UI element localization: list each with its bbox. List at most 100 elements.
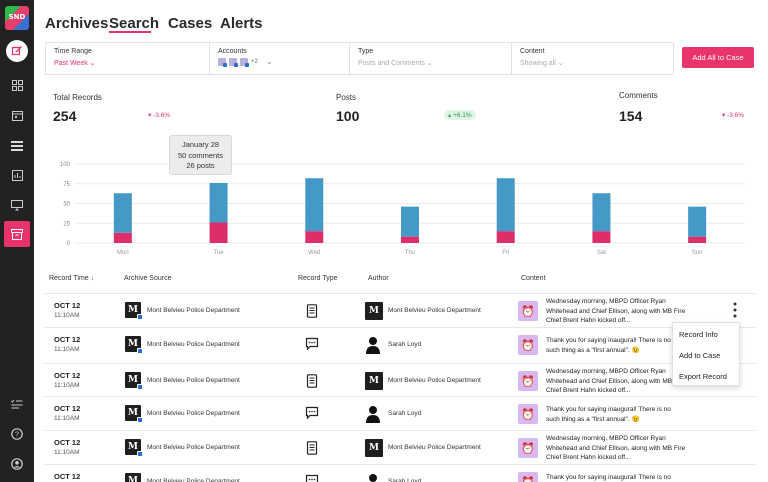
sidebar-item-tasks[interactable]	[0, 392, 34, 416]
content-thumbnail: ⏰	[518, 335, 538, 355]
tab-alerts[interactable]: Alerts	[220, 15, 263, 32]
calendar-icon	[11, 110, 23, 121]
stat-comments-change-text: -3.6%	[727, 112, 745, 119]
header-record-time[interactable]: Record Time ↓	[49, 275, 94, 282]
content-thumbnail: ⏰	[518, 301, 538, 321]
sidebar-item-monitor[interactable]	[0, 193, 34, 217]
record-time: 11:10AM	[54, 346, 80, 353]
archive-source-name: Mont Belvieu Police Department	[147, 307, 240, 314]
sidebar-item-dashboard[interactable]	[0, 73, 34, 97]
more-options-icon[interactable]	[730, 301, 740, 319]
record-date: OCT 12	[54, 301, 81, 310]
content-value: Showing all ⌄	[520, 59, 564, 67]
facebook-badge-icon	[137, 314, 143, 320]
record-date: OCT 12	[54, 472, 81, 481]
x-tick-label: Mon	[117, 250, 129, 256]
chart-bar[interactable]	[592, 231, 611, 243]
facebook-badge-icon	[137, 384, 143, 390]
type-label: Type	[358, 48, 374, 55]
author-name: Sarah Loyd	[388, 478, 422, 482]
content-filter[interactable]: Content Showing all ⌄	[512, 43, 673, 74]
y-tick-label: 0	[67, 241, 71, 247]
content-preview: Wednesday morning, MBPD Officer Ryan Whi…	[546, 368, 686, 394]
facebook-badge-icon	[223, 63, 227, 67]
time-range-label: Time Range	[54, 48, 92, 55]
chart-bar[interactable]	[209, 222, 228, 243]
chart-bar[interactable]	[113, 193, 132, 233]
sidebar-item-analytics[interactable]	[0, 163, 34, 187]
content-preview: Thank you for saying inaugural! There is…	[546, 337, 671, 354]
chart-bar[interactable]	[305, 178, 324, 232]
stat-posts-value: 100	[336, 108, 360, 124]
sidebar-item-help[interactable]: ?	[0, 422, 34, 446]
tab-archives[interactable]: Archives	[45, 15, 109, 32]
add-all-to-case-button[interactable]: Add All to Case	[682, 47, 754, 68]
chart-bar[interactable]	[592, 193, 611, 232]
header-content: Content	[521, 275, 546, 282]
person-avatar-icon	[366, 337, 380, 354]
x-tick-label: Sat	[597, 250, 606, 256]
comment-bubble-icon	[305, 337, 319, 351]
compose-button[interactable]	[6, 40, 28, 62]
help-icon: ?	[11, 428, 23, 440]
menu-item-export-record[interactable]: Export Record	[679, 372, 727, 381]
chart-bar[interactable]	[209, 182, 228, 223]
facebook-badge-icon	[245, 63, 249, 67]
content-thumbnail: ⏰	[518, 404, 538, 424]
app-logo[interactable]: SND	[5, 6, 29, 30]
chart-bar[interactable]	[401, 236, 419, 243]
source-logo-icon: M	[125, 302, 143, 320]
chart-bar[interactable]	[496, 231, 515, 243]
logo-text: SND	[8, 13, 26, 21]
chart-bar[interactable]	[496, 178, 515, 232]
sidebar: SND ?	[0, 0, 34, 482]
tab-cases[interactable]: Cases	[168, 15, 213, 32]
stat-comments-value: 154	[619, 108, 643, 124]
y-tick-label: 75	[63, 182, 70, 188]
account-avatar	[240, 58, 249, 67]
alarm-clock-icon: ⏰	[521, 408, 535, 421]
sidebar-item-archive[interactable]	[4, 221, 30, 247]
sidebar-item-list[interactable]	[0, 133, 34, 157]
source-logo-icon: M	[125, 372, 143, 390]
chart-bar[interactable]	[688, 206, 707, 237]
facebook-badge-icon	[137, 451, 143, 457]
tab-search[interactable]: Search	[109, 15, 160, 32]
author-org-logo-icon: M	[365, 372, 383, 390]
archive-source-name: Mont Belvieu Police Department	[147, 444, 240, 451]
stat-posts-change-text: +6.1%	[453, 112, 472, 119]
chart-tooltip: January 28 50 comments 26 posts	[169, 135, 232, 175]
facebook-badge-icon	[137, 417, 143, 423]
row-actions-menu: Record Info Add to Case Export Record	[672, 322, 740, 386]
accounts-filter[interactable]: Accounts +2 ⌄	[210, 43, 350, 74]
sidebar-item-calendar[interactable]	[0, 103, 34, 127]
chart-bar[interactable]	[113, 232, 132, 243]
content-preview: Thank you for saying inaugural! There is…	[546, 406, 671, 423]
x-tick-label: Fri	[502, 250, 509, 256]
content-thumbnail: ⏰	[518, 438, 538, 458]
accounts-label: Accounts	[218, 48, 247, 55]
alarm-clock-icon: ⏰	[521, 476, 535, 482]
post-document-icon	[306, 441, 318, 455]
menu-item-add-to-case[interactable]: Add to Case	[679, 351, 721, 360]
menu-item-record-info[interactable]: Record Info	[679, 330, 718, 339]
chart-bar[interactable]	[688, 236, 707, 243]
content-label: Content	[520, 48, 545, 55]
archive-source-name: Mont Belvieu Police Department	[147, 410, 240, 417]
sidebar-item-profile[interactable]	[0, 452, 34, 476]
record-time: 11:10AM	[54, 382, 80, 389]
time-range-filter[interactable]: Time Range Past Week ⌄	[46, 43, 210, 74]
chart-bar[interactable]	[401, 206, 419, 237]
content-preview: Wednesday morning, MBPD Officer Ryan Whi…	[546, 435, 686, 461]
author-name: Sarah Loyd	[388, 341, 422, 348]
chart-bar[interactable]	[305, 231, 324, 243]
type-filter[interactable]: Type Posts and Comments ⌄	[350, 43, 512, 74]
sort-down-icon[interactable]: ↓	[90, 275, 95, 282]
